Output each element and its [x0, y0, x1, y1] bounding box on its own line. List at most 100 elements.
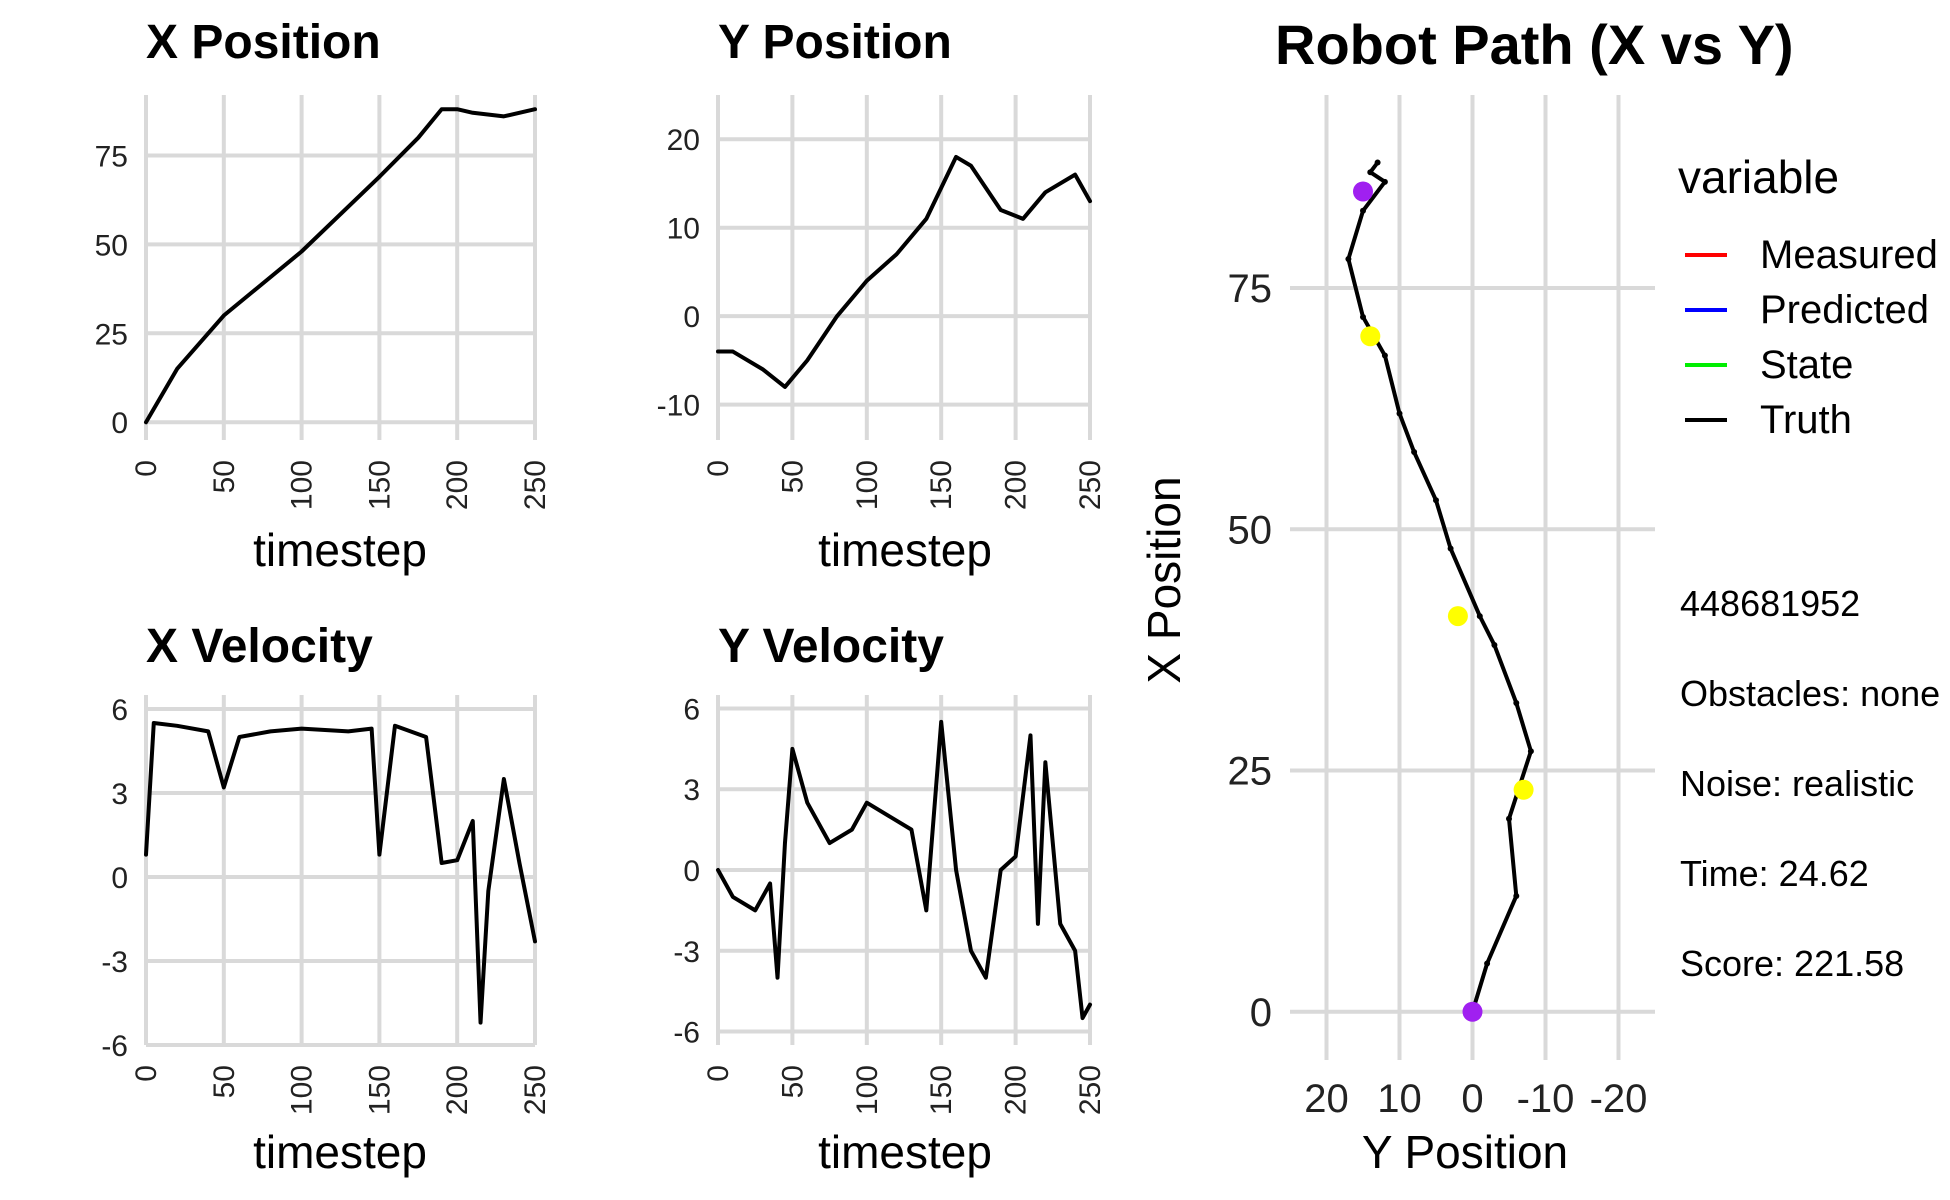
legend-item-truth: Truth: [1685, 398, 1852, 442]
legend: variable Measured Predicted State Truth: [1678, 151, 1938, 442]
robot-path-point-truth: [1447, 545, 1454, 552]
x-position-xtick-label: 100: [286, 460, 319, 510]
obstacles-text: Obstacles: none: [1680, 673, 1940, 714]
robot-path-xtick-label: 0: [1461, 1077, 1483, 1121]
x-position-plot: 0 25 50 75 0 50 100 150 200 250: [95, 95, 552, 510]
y-position-ytick-label: -10: [657, 390, 700, 423]
robot-path-point-truth: [1433, 497, 1439, 504]
y-velocity-title: Y Velocity: [718, 620, 944, 673]
x-position-ytick-label: 0: [111, 407, 128, 440]
robot-path-ylabel: X Position: [1138, 476, 1190, 683]
robot-path-point-truth: [1360, 313, 1366, 320]
x-position-xtick-label: 150: [363, 460, 396, 510]
robot-path-point-truth: [1527, 748, 1534, 755]
x-position-xtick-label: 0: [130, 460, 163, 477]
run-id: 448681952: [1680, 583, 1860, 624]
robot-path-marker: [1447, 606, 1468, 627]
x-position-series-truth: [144, 107, 537, 425]
x-velocity-series-truth: [144, 721, 537, 1025]
robot-path-point-truth: [1491, 642, 1498, 649]
robot-path-marker: [1353, 181, 1373, 202]
legend-item-state: State: [1685, 343, 1853, 387]
y-position-xtick-label: 50: [776, 460, 809, 493]
robot-path-point-truth: [1374, 159, 1381, 166]
x-velocity-ytick-label: 3: [111, 778, 128, 811]
y-velocity-ytick-label: 0: [683, 855, 700, 888]
robot-path-point-truth: [1484, 960, 1491, 967]
robot-path-ytick-label: 50: [1228, 508, 1273, 552]
noise-text: Noise: realistic: [1680, 763, 1914, 804]
x-position-xlabel: timestep: [253, 524, 427, 576]
x-velocity-xtick-label: 0: [130, 1065, 163, 1082]
legend-item-predicted: Predicted: [1685, 288, 1929, 332]
robot-path-point-truth: [1513, 892, 1520, 899]
y-velocity-ytick-label: -6: [673, 1017, 700, 1050]
robot-path-point-truth: [1513, 699, 1520, 706]
legend-item-measured: Measured: [1685, 233, 1938, 277]
x-velocity-xtick-label: 50: [208, 1065, 241, 1098]
legend-label-predicted: Predicted: [1760, 288, 1929, 332]
y-position-xtick-label: 0: [702, 460, 735, 477]
y-velocity-xtick-label: 200: [1000, 1065, 1033, 1115]
robot-path-marker: [1360, 326, 1381, 347]
x-velocity-title: X Velocity: [146, 620, 373, 673]
robot-path-point-truth: [1345, 256, 1352, 263]
robot-path-ytick-label: 0: [1250, 991, 1272, 1035]
robot-path-xtick-label: 20: [1304, 1077, 1349, 1121]
robot-path-xtick-label: -10: [1517, 1077, 1575, 1121]
y-position-ytick-label: 20: [667, 124, 700, 157]
y-velocity-series-truth: [716, 719, 1092, 1021]
x-position-title: X Position: [146, 16, 381, 69]
x-position-ytick-label: 75: [95, 140, 128, 173]
robot-path-xtick-label: 10: [1377, 1077, 1422, 1121]
robot-path-point-truth: [1411, 449, 1418, 456]
y-velocity-xtick-label: 250: [1074, 1065, 1107, 1115]
x-position-xtick-label: 50: [208, 460, 241, 493]
legend-title: variable: [1678, 151, 1839, 203]
robot-path-point-truth: [1360, 207, 1366, 214]
x-velocity-plot: -6 -3 0 3 6 0 50 100 150 200 250: [101, 694, 552, 1115]
y-position-ytick-label: 0: [683, 301, 700, 334]
y-position-xtick-label: 150: [925, 460, 958, 510]
robot-path-title: Robot Path (X vs Y): [1275, 13, 1794, 76]
y-position-ytick-label: 10: [667, 213, 700, 246]
info-panel: 448681952 Obstacles: none Noise: realist…: [1680, 583, 1940, 984]
x-velocity-ytick-label: -3: [101, 946, 128, 979]
y-position-series-truth: [716, 154, 1092, 389]
x-position-xtick-label: 200: [441, 460, 474, 510]
legend-label-measured: Measured: [1760, 233, 1938, 277]
x-velocity-ytick-label: -6: [101, 1030, 128, 1063]
y-velocity-ytick-label: -3: [673, 936, 700, 969]
time-text: Time: 24.62: [1680, 853, 1869, 894]
score-text: Score: 221.58: [1680, 943, 1904, 984]
y-velocity-xtick-label: 50: [776, 1065, 809, 1098]
robot-path-xlabel: Y Position: [1362, 1126, 1568, 1178]
robot-path-marker: [1513, 779, 1534, 800]
robot-path-point-truth: [1381, 178, 1388, 185]
x-velocity-xtick-label: 150: [363, 1065, 396, 1115]
robot-path-point-truth: [1367, 169, 1374, 176]
robot-path-point-truth: [1506, 815, 1512, 822]
y-position-xtick-label: 200: [1000, 460, 1033, 510]
legend-label-state: State: [1760, 343, 1853, 387]
y-velocity-ytick-label: 6: [683, 693, 700, 726]
robot-path-ytick-label: 75: [1228, 267, 1273, 311]
robot-path-point-truth: [1476, 613, 1483, 620]
y-velocity-xtick-label: 100: [851, 1065, 884, 1115]
x-position-ytick-label: 25: [95, 318, 128, 351]
robot-path-marker: [1462, 1001, 1483, 1022]
robot-path-xtick-label: -20: [1590, 1077, 1648, 1121]
robot-path-ytick-label: 25: [1228, 750, 1273, 794]
y-position-xtick-label: 250: [1074, 460, 1107, 510]
x-velocity-ytick-label: 6: [111, 694, 128, 727]
x-velocity-xtick-label: 250: [519, 1065, 552, 1115]
x-position-xtick-label: 250: [519, 460, 552, 510]
robot-path-point-truth: [1396, 410, 1403, 417]
x-velocity-xtick-label: 100: [286, 1065, 319, 1115]
y-position-title: Y Position: [718, 16, 952, 69]
x-velocity-xtick-label: 200: [441, 1065, 474, 1115]
y-position-xtick-label: 100: [851, 460, 884, 510]
y-velocity-ytick-label: 3: [683, 774, 700, 807]
